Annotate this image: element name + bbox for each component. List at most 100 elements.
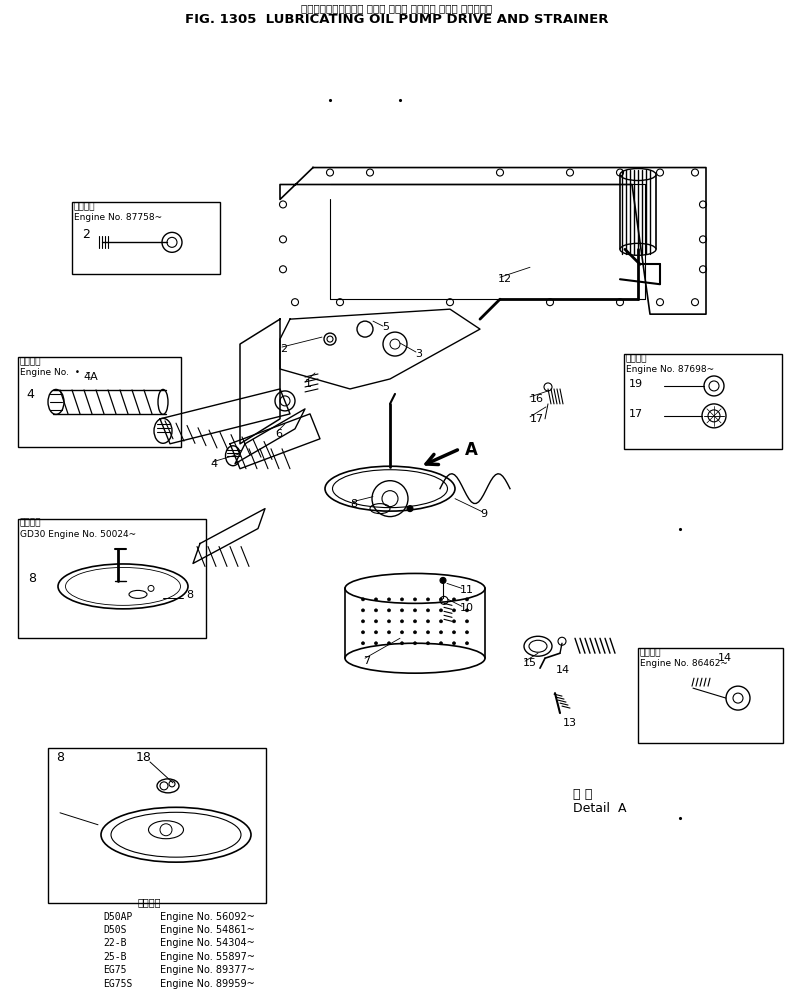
Text: 2: 2	[280, 344, 287, 354]
Circle shape	[362, 619, 364, 622]
Text: Engine No. 87698~: Engine No. 87698~	[626, 365, 714, 374]
Circle shape	[466, 631, 468, 634]
Text: A: A	[465, 441, 478, 459]
Circle shape	[426, 608, 429, 611]
Text: Engine No. 54304~: Engine No. 54304~	[160, 938, 254, 948]
Circle shape	[426, 598, 429, 601]
Text: Engine No. 89377~: Engine No. 89377~	[160, 965, 255, 975]
Circle shape	[387, 642, 390, 645]
Circle shape	[466, 619, 468, 622]
Text: 17: 17	[530, 414, 544, 424]
Text: 8: 8	[186, 591, 193, 601]
Text: 適用号機: 適用号機	[626, 354, 647, 363]
Circle shape	[387, 631, 390, 634]
Circle shape	[362, 642, 364, 645]
Text: Engine No. 89959~: Engine No. 89959~	[160, 979, 254, 989]
Circle shape	[452, 642, 456, 645]
Text: Engine No. 54861~: Engine No. 54861~	[160, 925, 254, 935]
Text: 5: 5	[382, 322, 389, 332]
Circle shape	[407, 505, 413, 511]
Circle shape	[426, 642, 429, 645]
Text: 6: 6	[275, 429, 282, 439]
Text: Engine No.  •  –: Engine No. • –	[20, 368, 91, 377]
Text: 15: 15	[523, 658, 537, 668]
Text: 17: 17	[629, 409, 643, 419]
Circle shape	[374, 608, 378, 611]
Bar	[18, 357, 181, 447]
Text: 19: 19	[629, 379, 643, 388]
Text: 11: 11	[460, 586, 474, 596]
Text: Detail  A: Detail A	[573, 802, 626, 815]
Text: 適用号機: 適用号機	[20, 518, 41, 527]
Text: Engine No. 87758~: Engine No. 87758~	[74, 213, 162, 222]
Circle shape	[413, 642, 417, 645]
Circle shape	[401, 619, 404, 622]
Circle shape	[413, 619, 417, 622]
Text: 8: 8	[28, 572, 36, 585]
Circle shape	[413, 608, 417, 611]
Circle shape	[413, 598, 417, 601]
Bar	[48, 748, 266, 903]
Bar	[624, 354, 782, 449]
Text: 詳 細: 詳 細	[573, 788, 592, 801]
Text: 14: 14	[556, 665, 570, 675]
Text: 16: 16	[530, 393, 544, 404]
Text: FIG. 1305  LUBRICATING OIL PUMP DRIVE AND STRAINER: FIG. 1305 LUBRICATING OIL PUMP DRIVE AND…	[185, 13, 609, 26]
Circle shape	[440, 598, 443, 601]
Polygon shape	[193, 508, 265, 564]
Circle shape	[401, 631, 404, 634]
Circle shape	[387, 598, 390, 601]
Text: 14: 14	[718, 653, 732, 663]
Text: 8: 8	[350, 498, 357, 508]
Bar	[72, 202, 220, 275]
Circle shape	[413, 631, 417, 634]
Circle shape	[387, 608, 390, 611]
Text: GD30 Engine No. 50024~: GD30 Engine No. 50024~	[20, 529, 136, 538]
Text: Engine No. 56092~: Engine No. 56092~	[160, 912, 255, 922]
Text: 7: 7	[363, 656, 370, 666]
Circle shape	[160, 824, 172, 835]
Text: 適用号機: 適用号機	[138, 898, 161, 908]
Circle shape	[401, 598, 404, 601]
Circle shape	[426, 631, 429, 634]
Text: 12: 12	[498, 275, 512, 284]
Bar	[638, 648, 783, 743]
Text: 適用号機: 適用号機	[74, 202, 95, 211]
Circle shape	[362, 608, 364, 611]
Text: 適用号機: 適用号機	[20, 357, 41, 366]
Circle shape	[452, 598, 456, 601]
Circle shape	[374, 598, 378, 601]
Circle shape	[362, 631, 364, 634]
Text: D50S: D50S	[103, 925, 126, 935]
Circle shape	[466, 608, 468, 611]
Polygon shape	[230, 414, 320, 469]
Circle shape	[426, 619, 429, 622]
Text: 4: 4	[26, 388, 34, 401]
Bar	[18, 518, 206, 638]
Text: EG75S: EG75S	[103, 979, 133, 989]
Text: 適用号機: 適用号機	[640, 648, 661, 657]
Text: D50AP: D50AP	[103, 912, 133, 922]
Circle shape	[452, 619, 456, 622]
Circle shape	[440, 642, 443, 645]
Text: EG75: EG75	[103, 965, 126, 975]
Text: 8: 8	[56, 751, 64, 764]
Circle shape	[452, 631, 456, 634]
Text: 22-B: 22-B	[103, 938, 126, 948]
Polygon shape	[160, 388, 290, 444]
Text: 3: 3	[415, 349, 422, 359]
Circle shape	[374, 642, 378, 645]
Circle shape	[362, 598, 364, 601]
Circle shape	[148, 586, 154, 592]
Polygon shape	[235, 409, 305, 464]
Circle shape	[452, 608, 456, 611]
Text: 9: 9	[480, 508, 487, 518]
Text: 13: 13	[563, 718, 577, 728]
Circle shape	[387, 619, 390, 622]
Circle shape	[440, 619, 443, 622]
Text: Engine No. 55897~: Engine No. 55897~	[160, 952, 255, 962]
Circle shape	[466, 598, 468, 601]
Text: 18: 18	[136, 751, 152, 764]
Circle shape	[401, 642, 404, 645]
Text: 25-B: 25-B	[103, 952, 126, 962]
